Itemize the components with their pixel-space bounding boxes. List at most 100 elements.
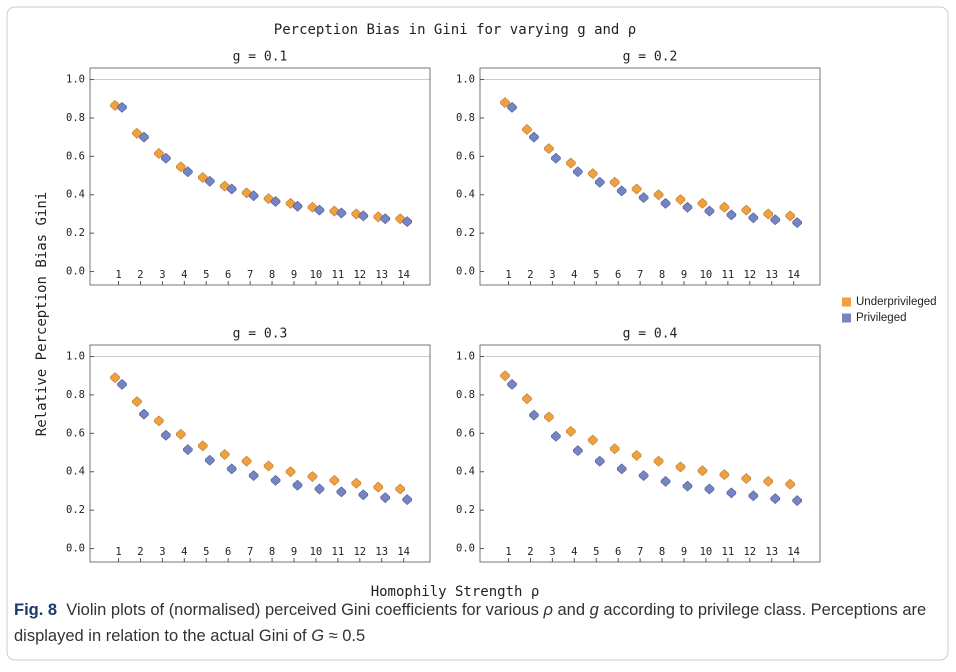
violin — [544, 143, 554, 155]
violin — [176, 161, 186, 173]
violin — [566, 157, 576, 169]
panel: g = 0.10.00.20.40.60.81.01 2 3 4 5 6 7 8 9 10 11 12… — [66, 50, 431, 286]
violin — [263, 460, 274, 472]
violin — [763, 208, 774, 220]
x-tick-label: 7 — [637, 546, 643, 558]
violin — [631, 450, 642, 461]
panel: g = 0.20.00.20.40.60.81.01 2 3 4 5 6 7 8 9 10 11 12… — [456, 50, 821, 286]
y-tick-label: 0.4 — [66, 466, 85, 478]
x-tick-label: 12 — [743, 269, 756, 281]
panel: g = 0.40.00.20.40.60.81.01 2 3 4 5 6 7 8 9 10 11 12… — [456, 327, 821, 563]
violin — [719, 469, 730, 481]
violin — [697, 465, 708, 477]
violin — [248, 190, 259, 202]
panel-title: g = 0.2 — [623, 50, 678, 65]
y-tick-label: 1.0 — [456, 74, 475, 86]
violin — [314, 204, 325, 216]
violin — [507, 378, 517, 390]
y-tick-label: 0.6 — [456, 150, 475, 162]
x-tick-label: 13 — [765, 269, 778, 281]
violin — [638, 192, 649, 204]
x-tick-label: 4 — [571, 546, 577, 558]
x-tick-label: 10 — [700, 269, 713, 281]
violin — [380, 492, 391, 504]
y-tick-label: 0.8 — [456, 112, 475, 124]
violin — [197, 172, 208, 183]
violin — [704, 205, 715, 217]
violin — [314, 483, 325, 495]
violin — [682, 480, 693, 492]
violin — [616, 463, 627, 475]
y-tick-label: 0.8 — [66, 112, 85, 124]
x-tick-label: 13 — [375, 269, 388, 281]
y-tick-label: 0.8 — [66, 389, 85, 401]
x-tick-label: 6 — [615, 546, 621, 558]
violin — [139, 408, 149, 420]
violin — [653, 455, 664, 467]
x-tick-label: 9 — [291, 546, 297, 558]
x-tick-label: 5 — [593, 269, 599, 281]
x-tick-label: 10 — [310, 269, 323, 281]
violin — [587, 434, 598, 446]
violin — [292, 200, 303, 212]
violin — [792, 217, 802, 228]
x-tick-label: 2 — [527, 269, 533, 281]
violin — [573, 445, 583, 457]
x-tick-label: 9 — [681, 546, 687, 558]
caption-part: g — [589, 601, 599, 619]
caption-part: and — [552, 601, 590, 619]
y-tick-label: 0.6 — [456, 427, 475, 439]
x-tick-label: 14 — [787, 546, 800, 558]
caption-part: ≈ 0.5 — [324, 627, 366, 645]
violin — [792, 495, 802, 506]
violin — [373, 481, 384, 493]
y-tick-label: 0.4 — [456, 466, 475, 478]
x-tick-label: 1 — [505, 269, 511, 281]
frame — [479, 67, 821, 286]
x-tick-label: 1 — [505, 546, 511, 558]
panel-title: g = 0.3 — [233, 327, 288, 342]
violin — [139, 131, 149, 143]
x-tick-label: 12 — [353, 269, 366, 281]
violin — [402, 494, 412, 505]
legend-label: Privileged — [856, 312, 907, 324]
violin — [682, 201, 693, 213]
x-tick-label: 8 — [659, 546, 665, 558]
violin — [748, 212, 759, 224]
violin — [117, 101, 127, 113]
x-tick-label: 4 — [571, 269, 577, 281]
violin — [402, 216, 412, 228]
y-tick-label: 1.0 — [66, 351, 85, 363]
violin — [351, 477, 362, 489]
panel-title: g = 0.4 — [623, 327, 678, 342]
violin — [336, 207, 347, 219]
violin — [587, 168, 598, 180]
x-tick-label: 11 — [332, 546, 345, 558]
violin — [653, 189, 664, 201]
violin — [183, 444, 193, 456]
x-tick-label: 13 — [375, 546, 388, 558]
violin — [329, 474, 340, 486]
violin — [307, 471, 318, 482]
violin — [358, 210, 369, 222]
legend-label: Underprivileged — [856, 296, 937, 308]
figure-title: Perception Bias in Gini for varying g an… — [274, 22, 636, 38]
violin — [726, 487, 737, 499]
x-tick-label: 12 — [353, 546, 366, 558]
violin — [660, 197, 671, 209]
violin — [770, 214, 781, 226]
x-tick-label: 6 — [225, 546, 231, 558]
violin — [785, 478, 795, 490]
violin — [697, 197, 708, 209]
x-tick-label: 2 — [137, 546, 143, 558]
x-tick-label: 9 — [291, 269, 297, 281]
x-axis-label: Homophily Strength ρ — [371, 584, 540, 600]
y-tick-label: 0.6 — [66, 150, 85, 162]
x-tick-label: 7 — [247, 546, 253, 558]
violin — [631, 183, 642, 195]
violin — [176, 428, 186, 440]
x-tick-label: 10 — [700, 546, 713, 558]
x-tick-label: 9 — [681, 269, 687, 281]
caption-text: Violin plots of (normalised) perceived G… — [14, 601, 926, 645]
violin — [609, 176, 620, 188]
